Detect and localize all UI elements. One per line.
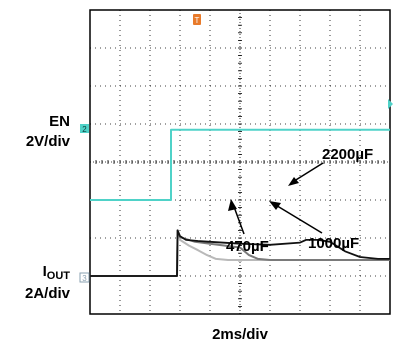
ch3-marker: 3 — [79, 272, 90, 283]
en-right-marker — [388, 99, 393, 109]
x-axis-label: 2ms/div — [212, 326, 269, 343]
iout-label-main: I — [43, 263, 47, 280]
annotation-1000uf-text: 1000µF — [308, 235, 359, 252]
ch2-marker-label: 2 — [82, 125, 87, 134]
annotation-470uf: 470µF — [226, 199, 269, 255]
iout-trace-2200uf — [90, 229, 390, 277]
iout-scale-label: 2A/div — [25, 285, 71, 302]
iout-channel-label: IOUT — [43, 263, 71, 282]
iout-label-sub: OUT — [47, 270, 71, 282]
annotation-1000uf: 1000µF — [269, 201, 359, 252]
ch2-marker: 2 — [80, 124, 89, 134]
grid — [89, 9, 391, 315]
annotation-2200uf: 2200µF — [288, 146, 373, 186]
traces — [90, 128, 390, 277]
en-trace — [90, 128, 390, 201]
annotation-470uf-text: 470µF — [226, 238, 269, 255]
annotation-2200uf-text: 2200µF — [322, 146, 373, 163]
svg-text:T: T — [195, 16, 200, 25]
en-channel-label: EN — [49, 113, 70, 130]
trigger-marker: T — [193, 14, 201, 25]
ch3-marker-label: 3 — [82, 274, 87, 283]
en-scale-label: 2V/div — [26, 133, 71, 150]
